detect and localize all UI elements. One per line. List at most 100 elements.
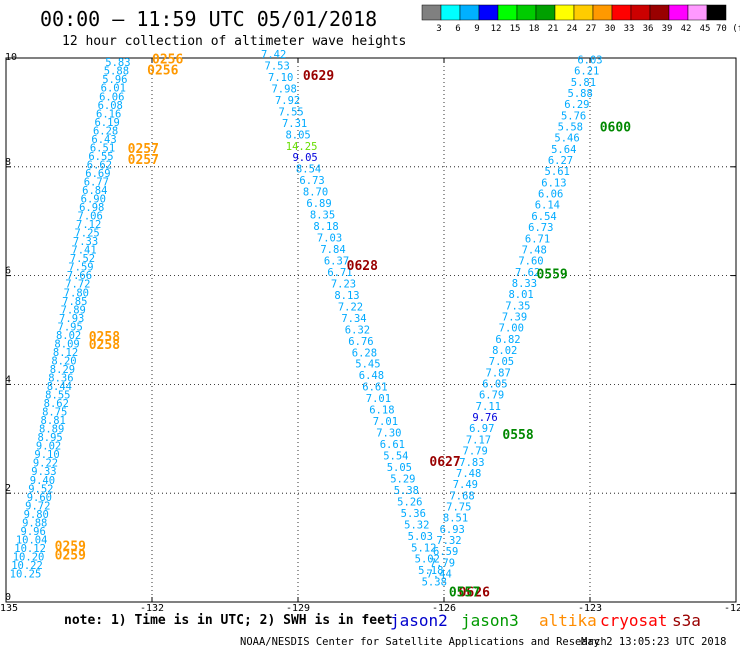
swh-value: 6.54 xyxy=(531,211,556,223)
chart-title: 00:00 – 11:59 UTC 05/01/2018 xyxy=(40,7,377,31)
colorbar-label: 21 xyxy=(548,24,559,34)
swh-value: 7.41 xyxy=(71,245,96,257)
y-tick-label: 0 xyxy=(5,592,11,603)
swh-value: 7.33 xyxy=(73,236,98,248)
swh-value: 6.69 xyxy=(85,168,110,180)
swh-value: 8.33 xyxy=(512,278,537,290)
time-label: 0256 xyxy=(147,63,178,78)
swh-value: 8.01 xyxy=(508,289,533,301)
x-tick-label: -120 xyxy=(724,603,740,614)
swh-value: 6.29 xyxy=(564,99,589,111)
swh-value: 7.06 xyxy=(78,211,103,223)
swh-value: 7.89 xyxy=(61,304,86,316)
time-label: 0557 xyxy=(449,586,480,601)
swh-value: 6.16 xyxy=(96,108,121,120)
colorbar-label: 9 xyxy=(474,24,479,34)
time-label: 0259 xyxy=(55,549,86,564)
swh-value: 9.02 xyxy=(36,441,61,453)
colorbar-label: 27 xyxy=(586,24,597,34)
swh-value: 7.60 xyxy=(518,256,543,268)
colorbar-swatch xyxy=(706,4,727,21)
swh-value: 6.19 xyxy=(94,117,119,129)
swh-value: 6.76 xyxy=(348,336,373,348)
swh-value: 8.35 xyxy=(310,210,335,222)
swh-value: 6.03 xyxy=(577,54,602,66)
axis-ticks: -135 -132 -129 -126 -123 -120 0 2 4 6 8 10 xyxy=(0,52,740,614)
swh-value: 8.44 xyxy=(47,381,72,393)
y-tick-label: 6 xyxy=(5,266,11,277)
time-label: 0259 xyxy=(55,539,86,554)
swh-value: 7.17 xyxy=(466,434,491,446)
colorbar-swatch xyxy=(687,4,708,21)
time-label: 0629 xyxy=(303,69,334,84)
swh-value: 7.10 xyxy=(268,72,293,84)
swh-value: 6.21 xyxy=(574,66,599,78)
swh-value: 7.03 xyxy=(317,233,342,245)
swh-value: 7.22 xyxy=(338,301,363,313)
time-label: 0256 xyxy=(152,52,183,67)
swh-value: 8.95 xyxy=(37,432,62,444)
swh-value: 5.05 xyxy=(387,462,412,474)
satellite-legend-altika: altika xyxy=(539,611,597,630)
swh-value: 7.87 xyxy=(486,367,511,379)
swh-value: 6.59 xyxy=(433,546,458,558)
swh-value: 10.25 xyxy=(10,569,42,581)
swh-value: 8.70 xyxy=(303,187,328,199)
swh-value: 5.12 xyxy=(411,542,436,554)
swh-value: 9.76 xyxy=(472,412,497,424)
colorbar-label: 30 xyxy=(605,24,616,34)
swh-value: 7.34 xyxy=(341,313,366,325)
time-label: 0258 xyxy=(89,338,120,353)
swh-value: 7.01 xyxy=(366,393,391,405)
swh-value: 6.37 xyxy=(324,255,349,267)
swh-value: 6.97 xyxy=(469,423,494,435)
swh-value: 8.55 xyxy=(45,390,70,402)
swh-value: 8.09 xyxy=(54,338,79,350)
colorbar-label: 6 xyxy=(455,24,460,34)
swh-value: 10.20 xyxy=(13,551,45,563)
colorbar-swatch xyxy=(421,4,442,21)
swh-value: 8.89 xyxy=(39,424,64,436)
swh-value: 6.62 xyxy=(87,159,112,171)
colorbar-swatch xyxy=(478,4,499,21)
x-tick-label: -135 xyxy=(0,603,18,614)
swh-value: 7.44 xyxy=(426,569,451,581)
swh-value: 7.84 xyxy=(320,244,345,256)
colorbar-swatch xyxy=(668,4,689,21)
swh-value: 9.96 xyxy=(21,526,46,538)
time-label: 0600 xyxy=(600,120,631,135)
swh-value: 7.48 xyxy=(456,468,481,480)
swh-value: 6.71 xyxy=(525,233,550,245)
swh-value: 5.32 xyxy=(404,519,429,531)
swh-value: 6.82 xyxy=(495,334,520,346)
swh-value: 8.29 xyxy=(50,364,75,376)
swh-value: 7.85 xyxy=(62,296,87,308)
swh-value: 5.03 xyxy=(408,531,433,543)
swh-value: 6.18 xyxy=(369,405,394,417)
swh-value: 8.54 xyxy=(296,164,321,176)
time-label: 0257 xyxy=(128,153,159,168)
swh-value: 10.04 xyxy=(16,534,48,546)
swh-value: 9.05 xyxy=(292,152,317,164)
swh-value: 6.71 xyxy=(327,267,352,279)
swh-value: 6.90 xyxy=(81,194,106,206)
footer-credit: NOAA/NESDIS Center for Satellite Applica… xyxy=(240,636,607,648)
swh-value: 7.55 xyxy=(278,106,303,118)
swh-value: 7.79 xyxy=(430,557,455,569)
footer-timestamp: May 2 13:05:23 UTC 2018 xyxy=(581,636,726,648)
y-tick-label: 10 xyxy=(5,52,17,63)
swh-value: 6.84 xyxy=(82,185,107,197)
swh-value: 8.62 xyxy=(44,398,69,410)
swh-value: 6.73 xyxy=(299,175,324,187)
time-label: 0258 xyxy=(89,330,120,345)
colorbar-label: 24 xyxy=(567,24,578,34)
swh-value: 7.48 xyxy=(522,244,547,256)
swh-value: 7.72 xyxy=(65,279,90,291)
swh-value: 7.01 xyxy=(373,416,398,428)
swh-value: 7.42 xyxy=(261,49,286,61)
time-label: 0627 xyxy=(429,455,460,470)
colorbar-label: 42 xyxy=(681,24,692,34)
